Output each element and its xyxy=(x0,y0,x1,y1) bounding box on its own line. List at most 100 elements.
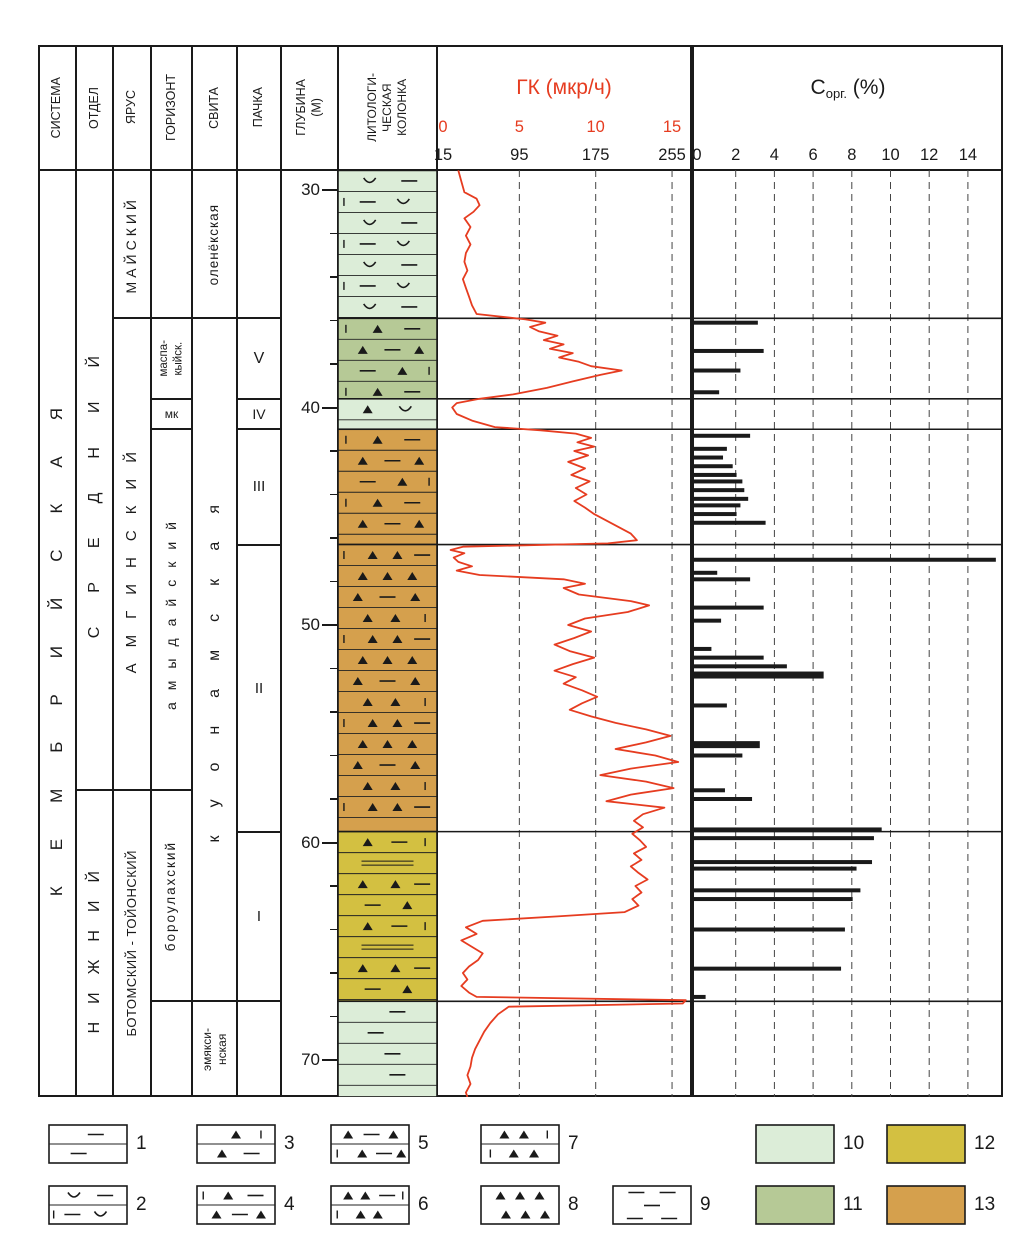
depth-minor-tick-46 xyxy=(330,537,338,539)
depth-label-50: 50 xyxy=(301,615,320,634)
gamma-curve xyxy=(449,170,687,1097)
strat-cell-gorizont-3: амыдайский xyxy=(151,429,192,791)
depth-major-tick-50 xyxy=(322,624,338,626)
col-header-suite: СВИТА xyxy=(192,45,237,170)
corg-bar xyxy=(694,512,737,517)
strat-label-yarus-0: МАЙСКИЙ xyxy=(123,195,140,294)
gk-scale-red-5: 5 xyxy=(514,118,524,136)
col-header-member-label: ПАЧКА xyxy=(251,87,266,128)
strat-cell-sistema-0: КЕМБРИЙСКАЯ xyxy=(38,170,76,1097)
corg-bar xyxy=(694,433,751,438)
gamma-panel-svg xyxy=(437,170,691,1097)
legend-swatch-11 xyxy=(755,1185,835,1225)
depth-minor-tick-44 xyxy=(330,493,338,496)
corg-bar xyxy=(694,570,718,575)
strat-label-yarus-1: АМГИНСКИЙ xyxy=(122,435,140,673)
gk-scale-black-95: 95 xyxy=(510,146,529,164)
gk-scale-red-15: 15 xyxy=(662,118,682,136)
depth-major-tick-70 xyxy=(322,1059,338,1061)
corg-bar xyxy=(694,390,720,395)
gk-title-text: ГК (мкр/ч) xyxy=(516,76,612,99)
strat-cell-yarus-2: БОТОМСКИЙ - ТОЙОНСКИЙ xyxy=(113,790,151,1097)
strat-cell-gorizont-1: маспа- кыйск. xyxy=(151,318,192,399)
corg-bar xyxy=(694,479,743,484)
strat-cell-pachka-5: I xyxy=(237,831,281,1002)
col-header-depth: ГЛУБИНА (М) xyxy=(281,45,338,170)
corg-bar xyxy=(694,671,824,679)
corg-bar xyxy=(694,472,737,477)
corg-bar xyxy=(694,496,749,501)
col-header-stage: ЯРУС xyxy=(113,45,151,170)
strat-label-gorizont-4: бороулахский xyxy=(163,840,179,951)
legend-item-label-11: 11 xyxy=(843,1194,863,1215)
corg-bar xyxy=(694,860,873,865)
col-header-member: ПАЧКА xyxy=(237,45,281,170)
corg-title-sub: орг. xyxy=(825,86,847,101)
corg-bar xyxy=(694,348,764,353)
strat-label-otdel-1: НИЖНИЙ xyxy=(85,853,103,1034)
depth-minor-tick-52 xyxy=(330,667,338,670)
depth-label-60: 60 xyxy=(301,832,320,852)
depth-major-tick-40 xyxy=(322,406,338,409)
corg-bar xyxy=(694,866,857,871)
corg-bar xyxy=(694,703,727,708)
corg-bar xyxy=(694,927,845,932)
strat-label-gorizont-1: маспа- кыйск. xyxy=(158,340,185,377)
col-header-horizon-label: ГОРИЗОНТ xyxy=(163,74,178,141)
strat-cell-otdel-0: СРЕДНИЙ xyxy=(76,170,113,791)
corg-scale-4: 4 xyxy=(769,146,779,164)
col-header-depth-label: ГЛУБИНА (М) xyxy=(293,79,324,136)
legend-item-label-8: 8 xyxy=(568,1194,579,1215)
corg-bar xyxy=(694,741,760,749)
strat-cell-pachka-0 xyxy=(237,170,281,319)
strat-cell-otdel-1: НИЖНИЙ xyxy=(76,790,113,1097)
depth-label-40: 40 xyxy=(301,397,320,417)
strat-label-svita-2: эмякси- нская xyxy=(199,1027,229,1071)
corg-bar xyxy=(694,446,727,451)
corg-bar xyxy=(694,655,764,660)
corg-panel-svg xyxy=(691,170,1003,1097)
legend-item-label-10: 10 xyxy=(843,1133,865,1154)
legend-item-label-3: 3 xyxy=(284,1133,295,1154)
col-header-horizon: ГОРИЗОНТ xyxy=(151,45,192,170)
strat-cell-gorizont-5 xyxy=(151,1001,192,1097)
legend-swatch-8 xyxy=(480,1185,560,1225)
col-header-series-label: ОТДЕЛ xyxy=(86,86,101,129)
corg-scale-0: 0 xyxy=(692,146,702,164)
strat-label-pachka-2: IV xyxy=(252,406,266,423)
strat-cell-svita-0: оленёкская xyxy=(192,170,237,319)
legend-item-label-9: 9 xyxy=(700,1194,711,1215)
col-header-suite-label: СВИТА xyxy=(206,86,221,129)
strat-cell-svita-1: куонамская xyxy=(192,318,237,1002)
depth-minor-tick-42 xyxy=(330,450,338,452)
legend-item-label-2: 2 xyxy=(136,1194,147,1215)
depth-minor-tick-56 xyxy=(330,754,338,757)
corg-bar xyxy=(694,577,751,582)
corg-bar xyxy=(694,664,787,669)
gk-scale-black-255: 255 xyxy=(658,146,686,164)
col-header-series: ОТДЕЛ xyxy=(76,45,113,170)
col-header-lithology-label: ЛИТОЛОГИ- ЧЕСКАЯ КОЛОНКА xyxy=(365,73,409,142)
corg-title: Сорг. (%) xyxy=(810,76,886,101)
depth-minor-tick-58 xyxy=(330,798,338,800)
corg-scale-8: 8 xyxy=(847,146,857,164)
corg-scale-14: 14 xyxy=(958,146,978,164)
corg-bar xyxy=(694,753,743,758)
depth-label-30: 30 xyxy=(301,180,320,199)
corg-title-unit: (%) xyxy=(846,76,886,99)
corg-bar xyxy=(694,455,724,460)
corg-bar xyxy=(694,897,853,902)
corg-bar xyxy=(694,618,722,623)
gk-header-cell xyxy=(437,45,691,170)
corg-bar xyxy=(694,557,996,562)
strat-cell-svita-2: эмякси- нская xyxy=(192,1001,237,1097)
strat-cell-pachka-3: III xyxy=(237,429,281,545)
corg-bar xyxy=(694,836,874,841)
gk-title: ГК (мкр/ч) xyxy=(516,76,612,100)
strat-cell-yarus-0: МАЙСКИЙ xyxy=(113,170,151,319)
corg-bar xyxy=(694,888,861,893)
corg-title-c: С xyxy=(810,76,826,99)
strat-label-yarus-2: БОТОМСКИЙ - ТОЙОНСКИЙ xyxy=(123,850,139,1037)
legend-swatch-4 xyxy=(196,1185,276,1225)
